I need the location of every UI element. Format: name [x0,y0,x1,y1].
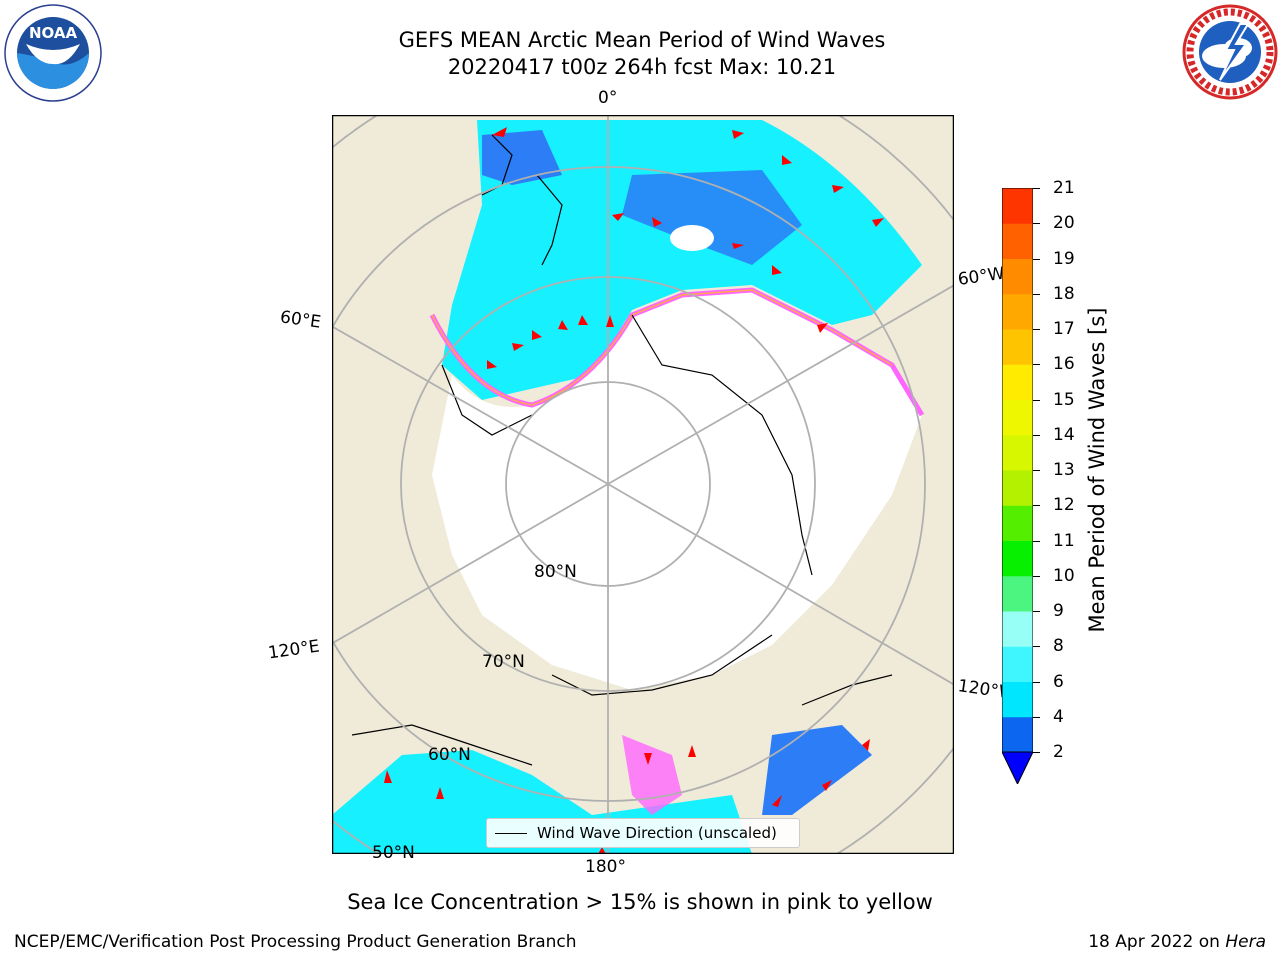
footer-machine: Hera [1225,932,1266,952]
norwegian-sea-low-period-area [482,130,562,185]
colorbar-tick-mark [1033,540,1040,542]
wind-wave-arrows [384,127,884,854]
atlantic-wave-field [442,120,922,400]
colorbar-label: Mean Period of Wind Waves [s] [1085,307,1109,633]
gulf-of-alaska-wave-field [762,725,872,815]
label-lat-60: 60°N [428,745,471,765]
chart-title: GEFS MEAN Arctic Mean Period of Wind Wav… [398,28,886,52]
caption: Sea Ice Concentration > 15% is shown in … [347,890,933,914]
colorbar-tick-label: 10 [1053,565,1075,586]
colorbar-band [1002,681,1033,718]
colorbar-band [1002,223,1033,259]
colorbar-tick-mark [1033,364,1040,366]
graticule [332,115,954,854]
colorbar-tick-mark [1033,329,1040,330]
colorbar-band [1002,399,1033,436]
label-lon-60e: 60°E [278,307,323,333]
label-lon-180: 180° [585,857,626,877]
legend-label: Wind Wave Direction (unscaled) [537,824,777,842]
colorbar-band [1002,611,1033,647]
colorbar-tick-mark [1033,681,1040,683]
arctic-sea-ice [432,290,922,690]
colorbar-tick-mark [1033,188,1040,189]
colorbar [1001,187,1034,786]
chart-subtitle: 20220417 t00z 264h fcst Max: 10.21 [447,55,837,79]
colorbar-band [1002,258,1033,295]
colorbar-tick-mark [1033,434,1040,436]
colorbar-tick-mark [1033,575,1040,577]
colorbar-band [1002,646,1033,682]
colorbar-tick-label: 18 [1053,283,1075,304]
colorbar-tick-mark [1033,470,1040,471]
colorbar-tick-mark [1033,716,1040,718]
colorbar-band [1002,575,1033,612]
legend-line-swatch [495,832,527,834]
colorbar-tick-mark [1033,752,1040,753]
colorbar-tick-mark [1033,399,1040,401]
colorbar-tick-label: 8 [1053,636,1064,657]
colorbar-band [1002,364,1033,400]
label-lon-120e: 120°E [266,636,321,664]
colorbar-tick-label: 9 [1053,601,1064,621]
colorbar-band [1002,329,1033,365]
colorbar-band [1002,540,1033,577]
colorbar-tick-label: 20 [1053,213,1075,234]
colorbar-tick-label: 19 [1053,248,1075,269]
colorbar-tick-label: 16 [1053,354,1075,375]
noaa-logo: NOAA [4,4,102,102]
svg-text:NOAA: NOAA [29,24,78,42]
colorbar-tick-label: 12 [1053,495,1075,516]
footer-date-text: 18 Apr 2022 on [1088,932,1220,952]
label-lat-80: 80°N [534,562,577,582]
colorbar-tick-mark [1033,258,1040,260]
label-lon-60w: 60°W [956,263,1006,290]
colorbar-tick-label: 4 [1053,706,1064,727]
colorbar-band [1002,505,1033,541]
label-lon-0: 0° [598,88,618,108]
colorbar-tick-mark [1033,646,1040,648]
nws-logo [1180,2,1280,102]
footer-date: 18 Apr 2022 on Hera [1088,932,1266,952]
colorbar-tick-label: 17 [1053,319,1075,339]
label-lat-50: 50°N [372,843,415,863]
barents-low-period-area [622,170,802,265]
colorbar-tick-label: 11 [1053,530,1075,551]
colorbar-band [1002,470,1033,506]
colorbar-tick-mark [1033,611,1040,612]
colorbar-band [1002,716,1033,753]
colorbar-tick-mark [1033,293,1040,295]
footer-credit: NCEP/EMC/Verification Post Processing Pr… [14,932,577,952]
colorbar-tick-label: 21 [1053,178,1075,198]
colorbar-tick-label: 14 [1053,424,1075,445]
colorbar-band [1002,293,1033,330]
arctic-map [332,115,954,854]
map-legend: Wind Wave Direction (unscaled) [486,818,800,848]
colorbar-tick-label: 2 [1053,742,1064,762]
coastline [351,314,893,766]
colorbar-band [1002,434,1033,471]
colorbar-tick-mark [1033,505,1040,507]
colorbar-tick-label: 13 [1053,460,1075,480]
label-lat-70: 70°N [482,652,525,672]
colorbar-band [1002,188,1033,224]
colorbar-tick-label: 6 [1053,671,1064,692]
colorbar-tick-label: 15 [1053,389,1075,410]
colorbar-tick-mark [1033,223,1040,225]
colorbar-under-triangle [1001,751,1034,786]
